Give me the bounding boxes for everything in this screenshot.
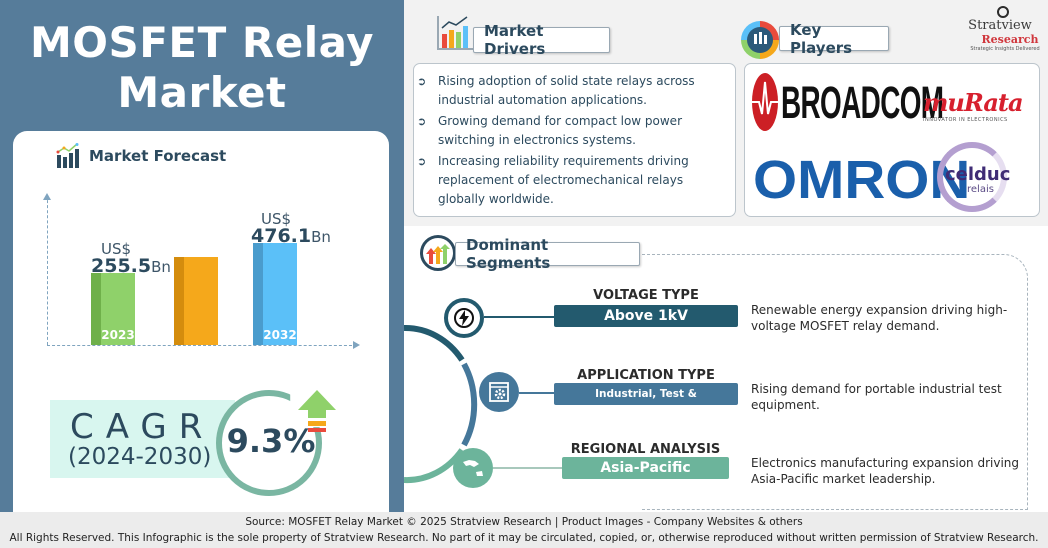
segment-title-voltage: VOLTAGE TYPE [593, 288, 699, 303]
stratview-logo: Stratview Research Strategic Insights De… [955, 6, 1045, 52]
arrow-bullet-icon: ➲ [417, 75, 427, 88]
cagr-label: CAGR [70, 407, 215, 447]
title-line-2: Market [117, 68, 287, 117]
segment-desc-voltage: Renewable energy expansion driving high-… [751, 303, 1008, 333]
lightning-icon [444, 298, 484, 338]
y-axis [43, 193, 51, 345]
murata-logo: muRata INNOVATOR IN ELECTRONICS [923, 88, 1024, 123]
key-players-box: BROADCOM muRata INNOVATOR IN ELECTRONICS… [744, 63, 1040, 217]
segment-value-application: Industrial, Test & Measurement [554, 383, 738, 422]
bar-chart-icon [56, 143, 79, 168]
up-arrow-icon [298, 390, 336, 432]
dominant-segments-heading: Dominant Segments [455, 236, 640, 272]
title-line-1: MOSFET Relay [29, 18, 375, 67]
footer-source: Source: MOSFET Relay Market © 2025 Strat… [245, 516, 803, 528]
segments-dashed-frame [642, 254, 1028, 510]
market-drivers-heading: Market Drivers [473, 22, 610, 58]
bar-2032: 2032 [253, 243, 297, 345]
key-players-icon [741, 21, 779, 59]
growth-chart-icon [437, 16, 473, 50]
connector-line [519, 392, 555, 394]
segments-icon [420, 235, 456, 271]
segment-desc-application: Rising demand for portable industrial te… [751, 382, 1002, 412]
omron-logo: OMRON [753, 150, 971, 210]
arrow-bullet-icon: ➲ [417, 115, 427, 128]
segment-desc-regional: Electronics manufacturing expansion driv… [751, 456, 1020, 486]
cagr-box: CAGR (2024-2030) [50, 400, 235, 478]
arrow-bullet-icon: ➲ [417, 155, 427, 168]
cagr-range: (2024-2030) [68, 444, 212, 470]
magnifier-icon [997, 6, 1009, 18]
forecast-bar-chart: 2023 US$ 255.5Bn 2032 US$ 476.1Bn [33, 181, 373, 351]
connector-line [484, 316, 554, 318]
bar-2023: 2023 [91, 273, 135, 345]
bar-label-2023: US$ 255.5Bn [91, 240, 171, 277]
bar-intermediate [174, 257, 218, 345]
footer-rights: All Rights Reserved. This Infographic is… [9, 532, 1039, 544]
page-title: MOSFET Relay Market [0, 18, 404, 118]
segment-title-application: APPLICATION TYPE [577, 368, 715, 383]
celduc-logo: celduc relais [937, 142, 1010, 212]
settings-window-icon [479, 372, 519, 412]
segment-value-regional: Asia-Pacific [562, 457, 729, 479]
globe-icon [453, 448, 493, 488]
market-drivers-list: ➲ Rising adoption of solid state relays … [413, 63, 736, 217]
bar-label-2032: US$ 476.1Bn [251, 210, 331, 247]
market-forecast-heading: Market Forecast [55, 143, 226, 169]
broadcom-pulse-icon [752, 73, 778, 131]
key-players-heading: Key Players [779, 21, 889, 57]
x-axis [47, 340, 360, 349]
cagr-value: 9.3% [226, 422, 316, 460]
segment-title-regional: REGIONAL ANALYSIS [570, 442, 721, 457]
segment-value-voltage: Above 1kV [554, 305, 738, 327]
connector-line [493, 467, 563, 469]
footer: Source: MOSFET Relay Market © 2025 Strat… [0, 512, 1048, 548]
